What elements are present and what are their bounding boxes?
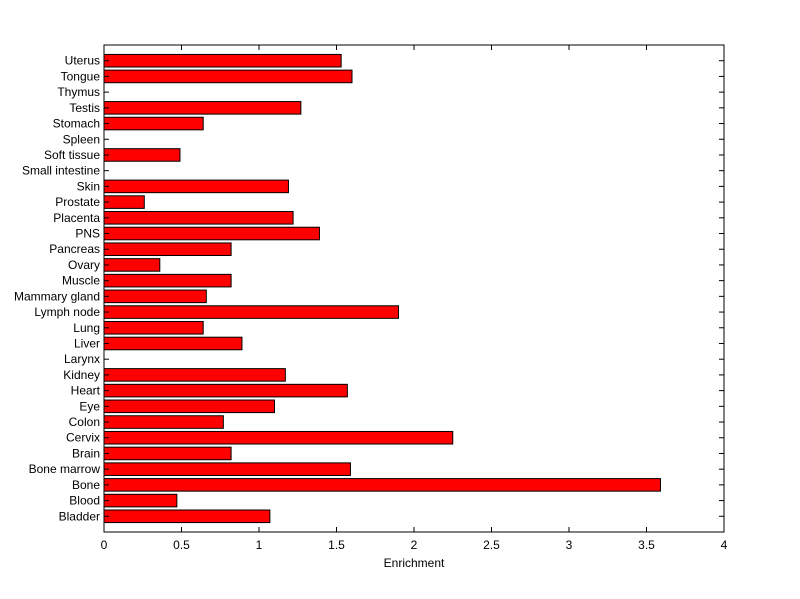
- x-tick-label: 0.5: [173, 538, 190, 552]
- y-tick-label: Ovary: [68, 258, 100, 272]
- bars-group: [103, 53, 661, 524]
- y-tick-label: Soft tissue: [44, 148, 100, 162]
- y-tick-label: Cervix: [66, 431, 100, 445]
- bar-uterus: [103, 53, 342, 68]
- y-tick-label: Skin: [77, 179, 100, 193]
- x-tick-label: 1: [256, 538, 263, 552]
- bar-heart: [103, 383, 348, 398]
- y-tick-label: Lung: [73, 321, 100, 335]
- bar-eye: [103, 399, 275, 414]
- bar-prostate: [103, 195, 145, 209]
- bar-colon: [103, 415, 224, 429]
- bar-lung: [103, 320, 204, 335]
- y-tick-label: Thymus: [57, 85, 100, 99]
- bar-mammary-gland: [103, 289, 207, 304]
- y-tick-label: Testis: [69, 101, 100, 115]
- y-tick-label: Colon: [69, 415, 100, 429]
- y-tick-label: Kidney: [63, 368, 100, 382]
- y-tick-label: Liver: [74, 336, 100, 350]
- bar-testis: [103, 101, 302, 115]
- y-tick-label: Placenta: [53, 211, 100, 225]
- y-tick-label: Muscle: [62, 274, 100, 288]
- y-tick-label: Heart: [71, 384, 101, 398]
- y-tick-label: Bone: [72, 478, 100, 492]
- x-tick-label: 2.5: [483, 538, 500, 552]
- bar-placenta: [103, 211, 294, 225]
- x-tick-label: 4: [721, 538, 728, 552]
- bar-ovary: [103, 258, 161, 272]
- bar-bone: [103, 478, 661, 492]
- y-tick-label: Larynx: [64, 352, 100, 366]
- y-tick-label: Blood: [69, 494, 100, 508]
- x-tick-label: 3.5: [638, 538, 655, 552]
- bar-blood: [103, 493, 178, 508]
- bar-kidney: [103, 368, 286, 382]
- y-tick-label: Prostate: [55, 195, 100, 209]
- y-tick-label: Eye: [79, 399, 100, 413]
- bar-soft-tissue: [103, 148, 181, 162]
- bar-stomach: [103, 116, 204, 131]
- bar-bone-marrow: [103, 462, 351, 476]
- y-tick-label: Bone marrow: [29, 462, 101, 476]
- x-axis-label: Enrichment: [384, 556, 445, 570]
- bar-pns: [103, 226, 320, 241]
- x-tick-label: 1.5: [328, 538, 345, 552]
- y-tick-label: PNS: [75, 227, 100, 241]
- x-tick-label: 2: [411, 538, 418, 552]
- y-tick-label: Small intestine: [22, 164, 100, 178]
- y-tick-label: Pancreas: [49, 242, 100, 256]
- y-tick-label: Stomach: [53, 117, 100, 131]
- x-ticks-group: 0 0.5 1 1.5 2 2.5 3 3.5 4: [101, 45, 728, 552]
- y-tick-label: Mammary gland: [14, 289, 100, 303]
- plot-frame: [103, 44, 725, 533]
- bar-muscle: [103, 273, 232, 288]
- bar-lymph-node: [103, 305, 399, 319]
- y-tick-label: Bladder: [59, 509, 100, 523]
- bar-pancreas: [103, 242, 232, 257]
- y-tick-label: Uterus: [65, 54, 100, 68]
- y-tick-label: Tongue: [61, 69, 101, 83]
- bar-skin: [103, 179, 289, 194]
- y-tick-label: Brain: [72, 446, 100, 460]
- bar-bladder: [103, 509, 271, 524]
- bar-cervix: [103, 430, 454, 445]
- y-tick-label: Lymph node: [34, 305, 100, 319]
- y-tick-label: Spleen: [63, 132, 100, 146]
- bar-liver: [103, 336, 243, 351]
- bar-tongue: [103, 69, 353, 84]
- x-tick-label: 3: [566, 538, 573, 552]
- x-tick-label: 0: [101, 538, 108, 552]
- bar-brain: [103, 446, 232, 461]
